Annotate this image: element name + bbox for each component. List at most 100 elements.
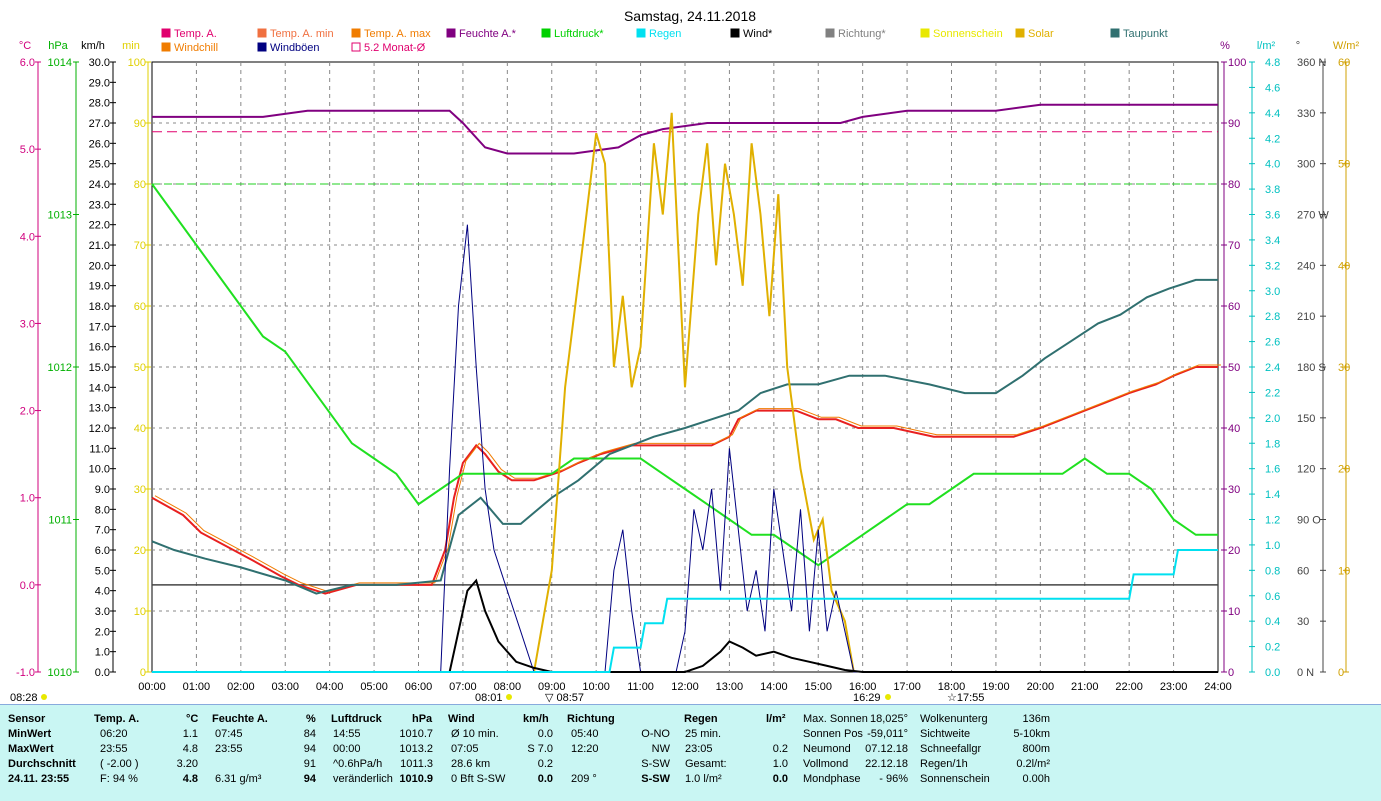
legend-label: Temp. A. <box>174 28 217 40</box>
legend-label: Luftdruck* <box>554 28 604 40</box>
legend: Temp. A. Windchill Temp. A. min Windböen Tem… <box>161 28 1168 54</box>
tick-label-solar: 20 <box>1338 464 1350 476</box>
humidity-value: 94 <box>303 743 316 755</box>
humidity-time: 07:45 <box>215 728 243 740</box>
legend-windchill[interactable]: Windchill <box>161 42 218 54</box>
tick-label-rain: 1.8 <box>1265 438 1280 450</box>
header-temp: Temp. A. <box>94 713 140 725</box>
legend-5-2-monat[interactable]: 5.2 Monat-Ø <box>351 42 426 54</box>
legend-windböen[interactable]: Windböen <box>257 42 320 54</box>
tick-label-solar: 40 <box>1338 260 1350 272</box>
astro-key: Sonnen Pos <box>803 728 863 740</box>
wind-value: 0.0 <box>537 773 553 785</box>
legend-solar[interactable]: Solar <box>1015 28 1054 40</box>
x-tick-label: 14:00 <box>760 681 788 693</box>
pressure-time: ^0.6hPa/h <box>333 758 383 770</box>
legend-wind[interactable]: Wind* <box>730 28 773 40</box>
x-tick-label: 02:00 <box>227 681 255 693</box>
temp-value: 4.8 <box>182 773 198 785</box>
extra-value: 800m <box>1022 743 1050 755</box>
legend-label: Taupunkt <box>1123 28 1168 40</box>
tick-label-pressure: 1012 <box>48 362 72 374</box>
legend-label: Regen <box>649 28 681 40</box>
legend-label: Solar <box>1028 28 1054 40</box>
direction-time: 209 ° <box>571 773 597 785</box>
tick-label-sun: 40 <box>134 423 146 435</box>
extra-key: Schneefallgr <box>920 743 982 755</box>
tick-label-wind: 0.0 <box>95 667 110 679</box>
series-windböen <box>152 224 1218 673</box>
tick-label-rain: 4.6 <box>1265 82 1280 94</box>
tick-label-wind: 19.0 <box>89 281 110 293</box>
tick-label-rain: 0.2 <box>1265 642 1280 654</box>
tick-label-wind: 4.0 <box>95 586 110 598</box>
axis-unit-direction: ° <box>1296 40 1300 52</box>
astro-value: 18,025° <box>869 713 908 725</box>
direction-time: 12:20 <box>571 743 599 755</box>
wind-desc: 07:05 <box>451 743 479 755</box>
legend-sonnenschein[interactable]: Sonnenschein <box>920 28 1003 40</box>
tick-label-humidity: 50 <box>1228 362 1240 374</box>
tick-label-rain: 2.2 <box>1265 387 1280 399</box>
tick-label-wind: 8.0 <box>95 504 110 516</box>
x-tick-label: 08:00 <box>494 681 522 693</box>
astro-value: -59,011° <box>867 728 908 740</box>
tick-label-rain: 4.0 <box>1265 159 1280 171</box>
tick-label-humidity: 40 <box>1228 423 1240 435</box>
tick-label-wind: 25.0 <box>89 159 110 171</box>
x-tick-label: 16:00 <box>849 681 877 693</box>
x-tick-label: 24:00 <box>1204 681 1232 693</box>
header-direction: Richtung <box>567 713 615 725</box>
astro-key: Max. Sonnen <box>803 713 868 725</box>
axis-unit-humidity: % <box>1220 40 1230 52</box>
tick-label-wind: 13.0 <box>89 403 110 415</box>
legend-temp-a[interactable]: Temp. A. <box>161 28 217 40</box>
temp-time: F: 94 % <box>100 773 138 785</box>
legend-temp-a-min[interactable]: Temp. A. min <box>257 28 334 40</box>
tick-label-wind: 21.0 <box>89 240 110 252</box>
wind-value: S 7.0 <box>527 743 553 755</box>
legend-temp-a-max[interactable]: Temp. A. max <box>351 28 431 40</box>
legend-richtung[interactable]: Richtung* <box>825 28 886 40</box>
summary-panel: Sensor Temp. A. °C Feuchte A.% Luftdruck hPa W… <box>0 704 1381 801</box>
wind-value: 0.0 <box>537 728 553 740</box>
header-humidity: Feuchte A. <box>212 713 268 725</box>
rain-value: 1.0 <box>772 758 788 770</box>
extra-value: 136m <box>1022 713 1050 725</box>
temp-time: 23:55 <box>100 743 128 755</box>
tick-label-direction: 0 N <box>1297 667 1314 679</box>
marker-sunset: ☆17:55 <box>947 692 984 704</box>
tick-label-pressure: 1014 <box>48 57 72 69</box>
x-tick-label: 07:00 <box>449 681 477 693</box>
x-tick-label: 21:00 <box>1071 681 1099 693</box>
legend-luftdruck[interactable]: Luftdruck* <box>541 28 604 40</box>
legend-label: Wind* <box>743 28 773 40</box>
tick-label-wind: 20.0 <box>89 260 110 272</box>
astro-value: - 96% <box>879 773 908 785</box>
x-tick-label: 00:00 <box>138 681 166 693</box>
legend-regen[interactable]: Regen <box>636 28 681 40</box>
x-tick-label: 05:00 <box>360 681 388 693</box>
temp-value: 4.8 <box>182 743 198 755</box>
tick-label-direction: 180 S <box>1297 362 1326 374</box>
pressure-time: 14:55 <box>333 728 361 740</box>
tick-label-rain: 4.2 <box>1265 133 1280 145</box>
wind-value: 0.2 <box>537 758 553 770</box>
direction-value: O-NO <box>641 728 670 740</box>
tick-label-rain: 3.4 <box>1265 235 1280 247</box>
tick-label-temp: 3.0 <box>20 318 35 330</box>
direction-value: S-SW <box>641 758 670 770</box>
legend-feuchte-a[interactable]: Feuchte A.* <box>446 28 517 40</box>
wind-desc: Ø 10 min. <box>451 728 499 740</box>
marker-sun-max: ▽ 08:57 <box>545 692 584 704</box>
tick-label-rain: 1.4 <box>1265 489 1280 501</box>
wind-desc: 0 Bft S-SW <box>451 773 506 785</box>
legend-taupunkt[interactable]: Taupunkt <box>1110 28 1168 40</box>
header-humidity-unit: % <box>306 713 316 725</box>
tick-label-humidity: 10 <box>1228 606 1240 618</box>
tick-label-wind: 29.0 <box>89 77 110 89</box>
tick-label-humidity: 30 <box>1228 484 1240 496</box>
tick-label-sun: 80 <box>134 179 146 191</box>
sun-icon <box>885 694 891 700</box>
series-luftdruck <box>151 183 1218 567</box>
